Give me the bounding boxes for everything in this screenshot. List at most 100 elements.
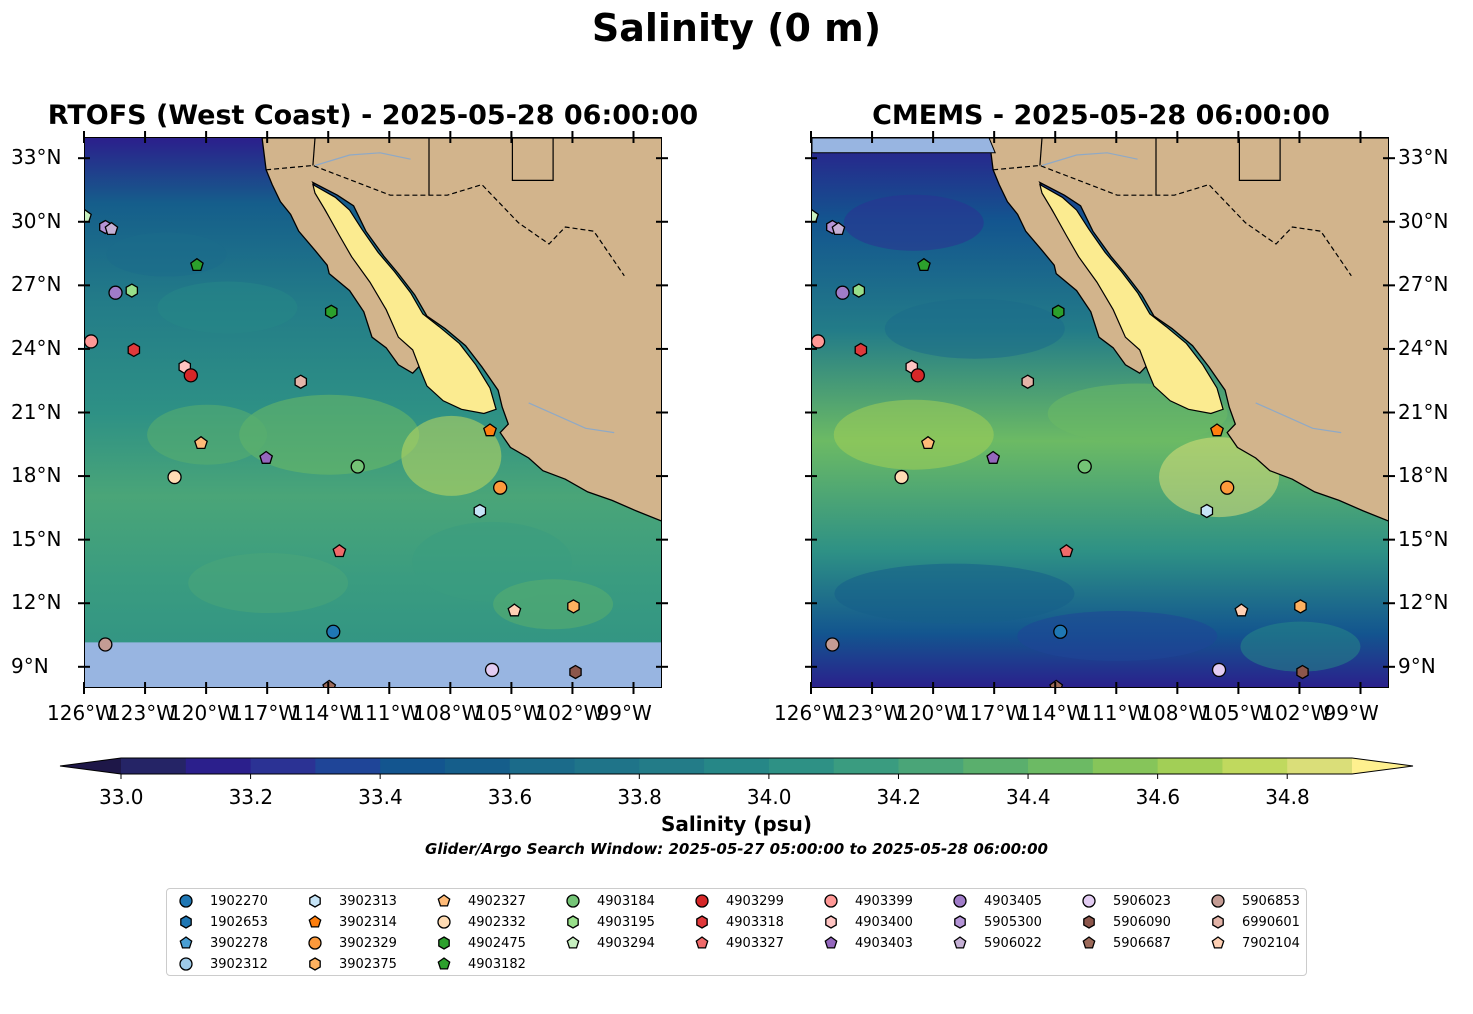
legend-label: 4903318 xyxy=(726,914,784,930)
lon-tick-label: 111°W xyxy=(1079,701,1148,725)
float-marker-4902332 xyxy=(894,469,909,485)
lon-tick-label: 111°W xyxy=(352,701,421,725)
colorbar-over-arrow xyxy=(1352,758,1413,774)
lon-tick-label: 117°W xyxy=(230,701,299,725)
legend-item-4903299: 4903299 xyxy=(694,891,784,911)
float-marker-4903299 xyxy=(183,368,198,383)
float-marker-4903327 xyxy=(332,544,347,558)
lat-tick-label: 9°N xyxy=(11,653,49,678)
colorbar-segment xyxy=(574,758,640,774)
legend-label: 5906023 xyxy=(1113,893,1171,909)
lon-tick-label: 105°W xyxy=(1201,701,1270,725)
national-border xyxy=(266,164,625,277)
legend-label: 4902332 xyxy=(468,914,526,930)
colorbar-segment xyxy=(963,758,1029,774)
colorbar-tick-label: 33.4 xyxy=(358,785,403,809)
lat-tick-label: 27°N xyxy=(1398,272,1449,297)
hexagon-marker-icon xyxy=(567,915,579,929)
float-marker-4903182 xyxy=(917,257,931,272)
float-marker-4903182 xyxy=(190,257,204,272)
float-marker-4903195 xyxy=(125,283,139,298)
river xyxy=(1041,152,1138,167)
circle-marker-icon xyxy=(824,894,838,908)
legend-item-1902653: 1902653 xyxy=(178,912,268,932)
float-marker-4903184 xyxy=(1077,459,1092,474)
float-marker-4903403 xyxy=(986,450,1001,464)
lon-tick-label: 123°W xyxy=(835,701,903,725)
legend-item-5906022: 5906022 xyxy=(952,933,1042,953)
map-panel-cmems[interactable] xyxy=(811,137,1389,688)
river xyxy=(1255,402,1342,434)
legend-label: 4903400 xyxy=(855,914,913,930)
legend-item-4902332: 4902332 xyxy=(436,912,526,932)
lat-tick-label: 21°N xyxy=(11,399,62,424)
lat-tick-label: 9°N xyxy=(1398,653,1436,678)
legend-item-3902312: 3902312 xyxy=(178,954,268,974)
circle-marker-icon xyxy=(179,894,193,908)
legend-item-4903403: 4903403 xyxy=(823,933,913,953)
float-marker-4903195 xyxy=(852,283,866,298)
eddy-feature xyxy=(106,232,227,277)
legend-label: 4902475 xyxy=(468,935,526,951)
float-marker-5906853 xyxy=(98,637,113,652)
legend-label: 3902278 xyxy=(210,935,268,951)
colorbar-segment xyxy=(898,758,964,774)
lon-tick-label: 108°W xyxy=(1140,701,1209,725)
float-marker-4903403 xyxy=(259,450,274,464)
pentagon-marker-icon xyxy=(308,915,322,928)
colorbar-tick-label: 34.8 xyxy=(1265,785,1310,809)
legend-item-1902270: 1902270 xyxy=(178,891,268,911)
colorbar-segment xyxy=(1028,758,1094,774)
colorbar-segment xyxy=(380,758,446,774)
colorbar-segment xyxy=(1092,758,1159,774)
legend-item-3902313: 3902313 xyxy=(307,891,397,911)
lat-tick-label: 27°N xyxy=(11,272,62,297)
float-marker-4903294 xyxy=(85,209,92,223)
legend-item-6990601: 6990601 xyxy=(1210,912,1300,932)
search-window-note: Glider/Argo Search Window: 2025-05-27 05… xyxy=(425,840,1048,858)
pentagon-marker-icon xyxy=(437,894,451,907)
state-border xyxy=(1039,138,1043,166)
hexagon-marker-icon xyxy=(954,915,966,929)
colorbar-segment xyxy=(1222,758,1288,774)
legend-item-5905300: 5905300 xyxy=(952,912,1042,932)
colorbar-tick-label: 33.6 xyxy=(487,785,533,809)
lon-tick-label: 108°W xyxy=(413,701,482,725)
float-marker-6990601 xyxy=(294,374,308,389)
circle-marker-icon xyxy=(953,894,967,908)
lon-tick-label: 120°W xyxy=(896,701,965,725)
gulf-of-california xyxy=(311,183,497,415)
colorbar-segment xyxy=(833,758,899,774)
float-marker-6990601 xyxy=(1021,374,1035,389)
legend-item-5906687: 5906687 xyxy=(1081,933,1171,953)
legend-label: 5905300 xyxy=(984,914,1042,930)
colorbar-tick-label: 33.2 xyxy=(228,785,274,809)
float-marker-5906090 xyxy=(569,664,582,680)
circle-marker-icon xyxy=(437,915,451,929)
circle-marker-icon xyxy=(179,957,193,971)
state-border xyxy=(1238,138,1281,182)
colorbar-segment xyxy=(509,758,576,774)
colorbar-tick-label: 34.4 xyxy=(1006,785,1051,809)
map-panel-rtofs[interactable] xyxy=(84,137,662,688)
float-marker-4903299 xyxy=(910,368,925,383)
colorbar-segment xyxy=(185,758,252,774)
legend-label: 4902327 xyxy=(468,893,526,909)
legend-item-4903195: 4903195 xyxy=(565,912,655,932)
legend-label: 4903327 xyxy=(726,935,784,951)
float-marker-4903399 xyxy=(812,334,826,349)
no-data-mask xyxy=(812,138,996,154)
colorbar-tick-label: 34.6 xyxy=(1135,785,1181,809)
lon-tick-label: 123°W xyxy=(108,701,176,725)
hexagon-marker-icon xyxy=(825,915,837,929)
colorbar-segment xyxy=(768,758,835,774)
legend-label: 3902313 xyxy=(339,893,397,909)
legend-item-4902327: 4902327 xyxy=(436,891,526,911)
lon-tick-label: 102°W xyxy=(1262,701,1331,725)
cmems-salinity-field xyxy=(812,138,1388,687)
legend-item-4903400: 4903400 xyxy=(823,912,913,932)
pentagon-marker-icon xyxy=(179,936,193,949)
hexagon-marker-icon xyxy=(1083,915,1095,929)
legend-item-4902475: 4902475 xyxy=(436,933,526,953)
legend-item-3902375: 3902375 xyxy=(307,954,397,974)
